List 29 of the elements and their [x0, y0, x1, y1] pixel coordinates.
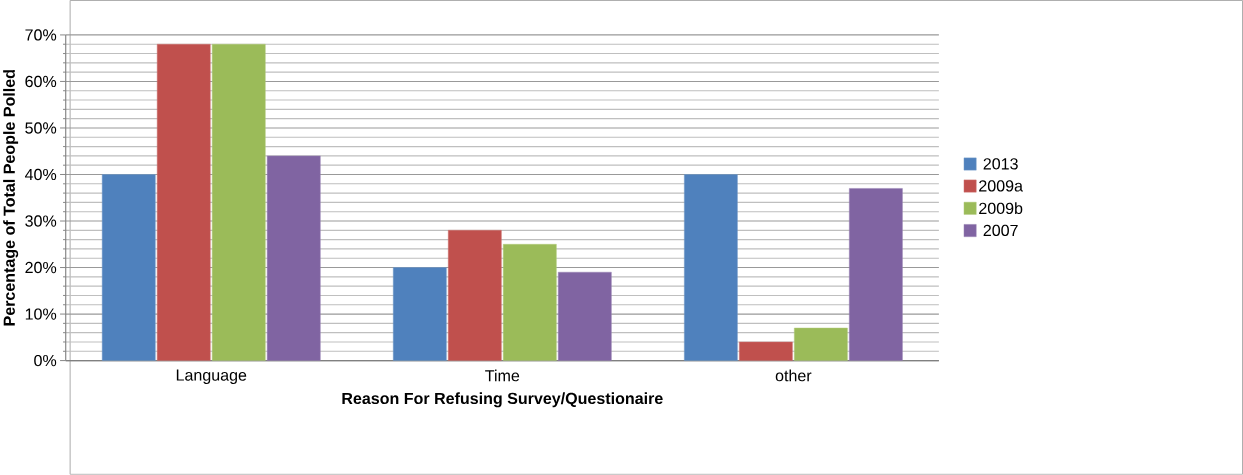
bar — [558, 272, 612, 361]
y-tick-label: 40% — [24, 168, 57, 181]
y-tick-label: 10% — [25, 308, 57, 320]
bar — [211, 44, 266, 361]
y-tick-label: 60% — [25, 75, 57, 88]
bar — [849, 188, 903, 361]
legend-label: 2009b — [979, 202, 1023, 215]
bar — [393, 267, 447, 361]
y-tick-label: 70% — [25, 29, 57, 41]
bar — [503, 244, 557, 361]
x-tick-label: Time — [485, 369, 520, 382]
y-axis-title: Percentage of Total People Polled — [3, 70, 19, 326]
bar — [101, 174, 156, 361]
bar — [739, 341, 793, 361]
y-tick-label: 20% — [25, 261, 57, 274]
x-tick-label: Language — [176, 369, 247, 385]
bar — [266, 155, 321, 361]
x-axis-title: Reason For Refusing Survey/Questionaire — [342, 392, 663, 408]
x-tick-label: other — [775, 369, 812, 382]
y-tick-label: 30% — [25, 215, 57, 227]
legend-label: 2009a — [979, 180, 1023, 192]
y-tick-label: 50% — [25, 122, 57, 134]
legend-label: 2013 — [983, 158, 1018, 170]
bar — [794, 327, 848, 361]
legend-label: 2007 — [983, 224, 1018, 237]
y-tick-label: 0% — [34, 355, 57, 367]
bar — [684, 174, 738, 361]
bar — [448, 230, 502, 361]
bar — [156, 44, 211, 361]
